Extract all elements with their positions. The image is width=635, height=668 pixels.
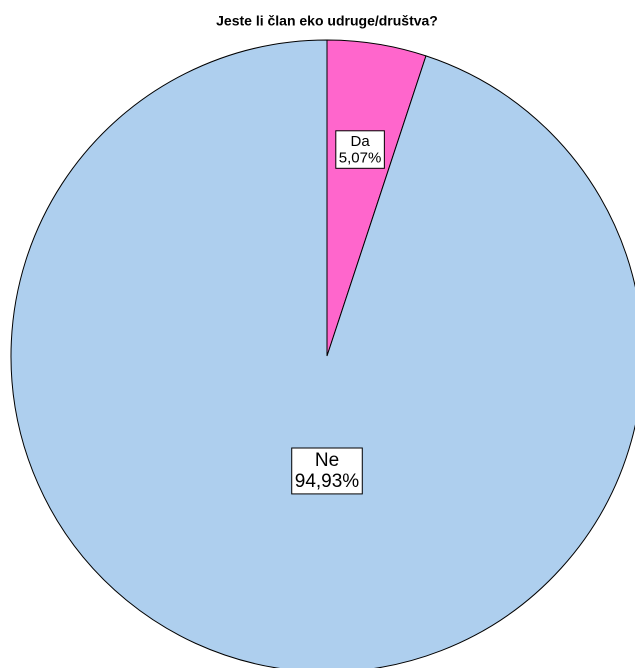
chart-title: Jeste li član eko udruge/društva?: [216, 13, 438, 29]
slice-label: Da5,07%: [335, 130, 385, 169]
label-box: [291, 447, 363, 495]
value-label: 5,07%: [339, 149, 382, 166]
pie-slice: [10, 39, 635, 668]
category-label: Ne: [315, 450, 339, 471]
label-box: [335, 130, 385, 169]
category-label: Da: [350, 133, 370, 150]
value-label: 94,93%: [295, 471, 360, 492]
